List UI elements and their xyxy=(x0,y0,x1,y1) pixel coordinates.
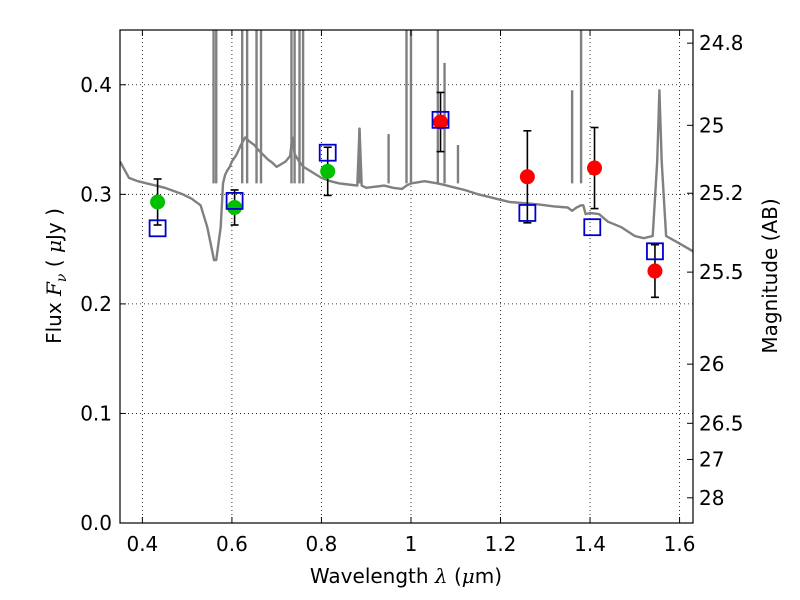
tick-labels: 0.4 0.6 0.8 1 1.2 1.4 1.6 0.0 0.1 0.2 0.3 0.4 24.8 25… xyxy=(80,31,743,556)
y-axis-label: Flux Fν ( μJy ) xyxy=(42,208,70,344)
data-point xyxy=(150,194,166,210)
photometry-markers xyxy=(148,91,664,299)
right-tick-label: 26 xyxy=(699,352,724,376)
y-axis-right-label: Magnitude (AB) xyxy=(758,198,782,353)
right-tick-label: 24.8 xyxy=(699,31,744,55)
model-square xyxy=(148,219,167,238)
x-axis-label: Wavelength λ (μm) xyxy=(310,564,502,588)
model-square xyxy=(318,143,337,162)
spectrum-line xyxy=(120,89,693,262)
model-square xyxy=(518,204,537,222)
y-tick-label: 0.1 xyxy=(80,401,112,425)
model-square xyxy=(646,242,664,261)
plot-frame xyxy=(119,29,694,524)
right-tick-label: 26.5 xyxy=(699,411,744,435)
right-tick-label: 28 xyxy=(699,486,724,510)
right-tick-label: 25 xyxy=(699,113,724,137)
data-point xyxy=(433,114,449,130)
x-tick-label: 0.4 xyxy=(126,532,158,556)
y-tick-label: 0.2 xyxy=(80,292,112,316)
model-square xyxy=(225,192,244,210)
axis-ticks xyxy=(120,30,693,524)
x-tick-label: 0.6 xyxy=(216,532,248,556)
x-tick-label: 1.4 xyxy=(574,532,606,556)
right-tick-label: 25.5 xyxy=(699,260,744,284)
x-tick-label: 1.2 xyxy=(485,532,517,556)
data-point xyxy=(320,163,336,179)
y-tick-label: 0.3 xyxy=(80,182,112,206)
right-tick-label: 27 xyxy=(699,447,724,471)
data-point xyxy=(647,263,663,279)
model-square xyxy=(431,110,450,129)
data-point xyxy=(587,160,603,176)
right-tick-label: 25.2 xyxy=(699,181,744,205)
data-point xyxy=(519,169,535,185)
x-tick-label: 1.6 xyxy=(664,532,696,556)
y-tick-label: 0.4 xyxy=(80,73,112,97)
x-tick-label: 1 xyxy=(405,532,418,556)
model-spectrum xyxy=(120,30,693,262)
model-square xyxy=(583,218,602,237)
x-tick-label: 0.8 xyxy=(306,532,338,556)
y-tick-label: 0.0 xyxy=(80,511,112,535)
data-point xyxy=(227,199,243,215)
